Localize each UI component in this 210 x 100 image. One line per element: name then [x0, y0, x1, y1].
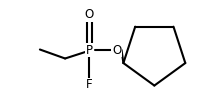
Text: P: P [86, 44, 93, 56]
Text: O: O [85, 8, 94, 22]
Text: F: F [86, 78, 93, 92]
Text: O: O [112, 44, 121, 56]
